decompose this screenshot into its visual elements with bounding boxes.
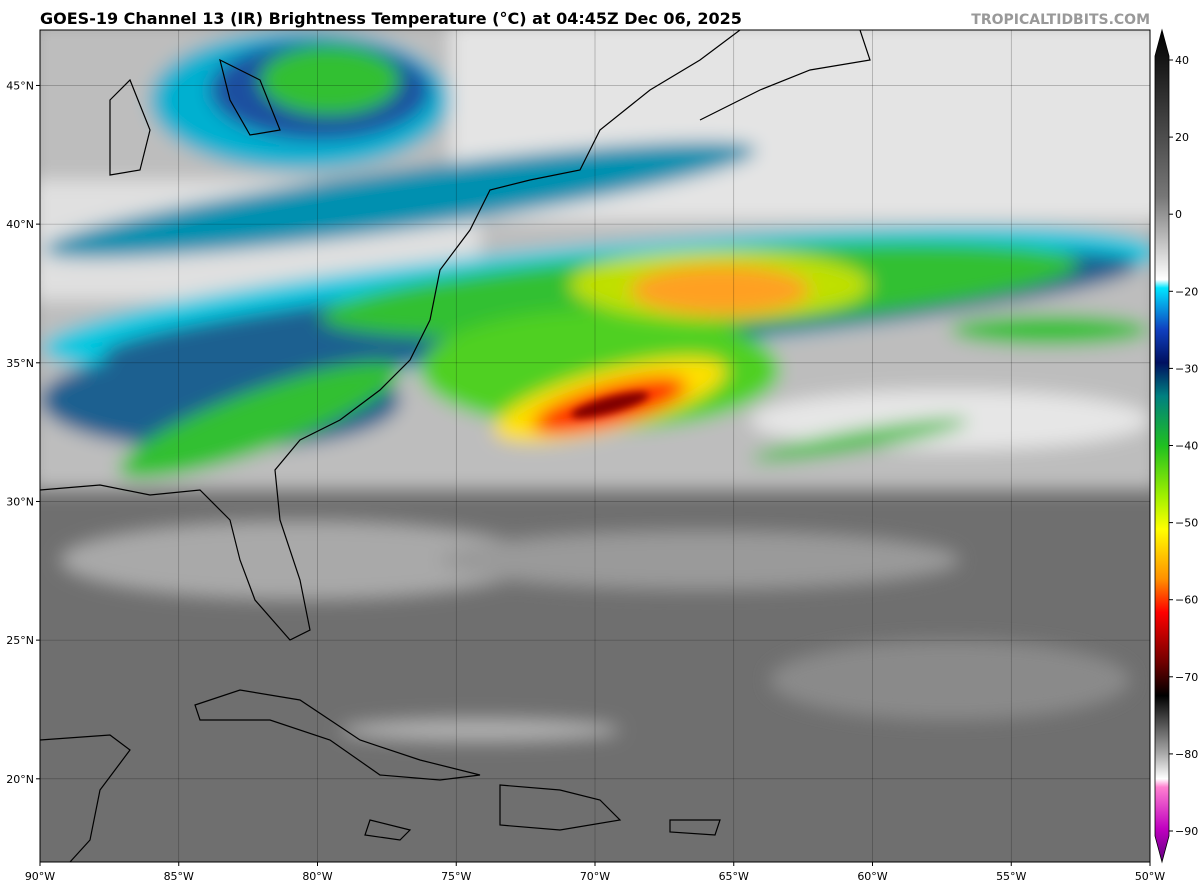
colorbar-label: −90 <box>1175 825 1198 838</box>
colorbar-label: −60 <box>1175 594 1198 607</box>
lon-label: 75°W <box>441 870 471 883</box>
lat-label: 40°N <box>6 218 34 231</box>
credit: TROPICALTIDBITS.COM <box>971 12 1150 28</box>
lat-label: 20°N <box>6 773 34 786</box>
lat-label: 35°N <box>6 357 34 370</box>
lat-label: 30°N <box>6 495 34 508</box>
colorbar-label: −50 <box>1175 517 1198 530</box>
lon-label: 60°W <box>857 870 887 883</box>
graticule: 90°W 85°W 80°W 75°W 70°W 65°W 60°W 55°W 50°W 45°N… <box>6 30 1165 883</box>
lon-label: 85°W <box>164 870 194 883</box>
lon-label: 70°W <box>580 870 610 883</box>
colorbar-label: 0 <box>1175 208 1182 221</box>
lat-label: 25°N <box>6 634 34 647</box>
colorbar-label: −20 <box>1175 285 1198 298</box>
colorbar-label: 20 <box>1175 131 1189 144</box>
lat-label: 45°N <box>6 79 34 92</box>
colorbar-label: −40 <box>1175 440 1198 453</box>
lon-label: 50°W <box>1135 870 1165 883</box>
lon-label: 55°W <box>996 870 1026 883</box>
title: GOES-19 Channel 13 (IR) Brightness Tempe… <box>40 9 742 28</box>
lon-label: 65°W <box>719 870 749 883</box>
colorbar-ramp <box>1154 28 1170 864</box>
imagery <box>40 30 1150 862</box>
colorbar-label: −80 <box>1175 748 1198 761</box>
lon-label: 90°W <box>25 870 55 883</box>
colorbar-label: 40 <box>1175 54 1189 67</box>
colorbar-label: −30 <box>1175 362 1198 375</box>
lon-label: 80°W <box>302 870 332 883</box>
colorbar-label: −70 <box>1175 671 1198 684</box>
map-frame <box>39 29 1151 863</box>
colorbar: 40 20 0 −20 −30 −40 −50 −60 −70 −80 −90 <box>1154 28 1198 864</box>
